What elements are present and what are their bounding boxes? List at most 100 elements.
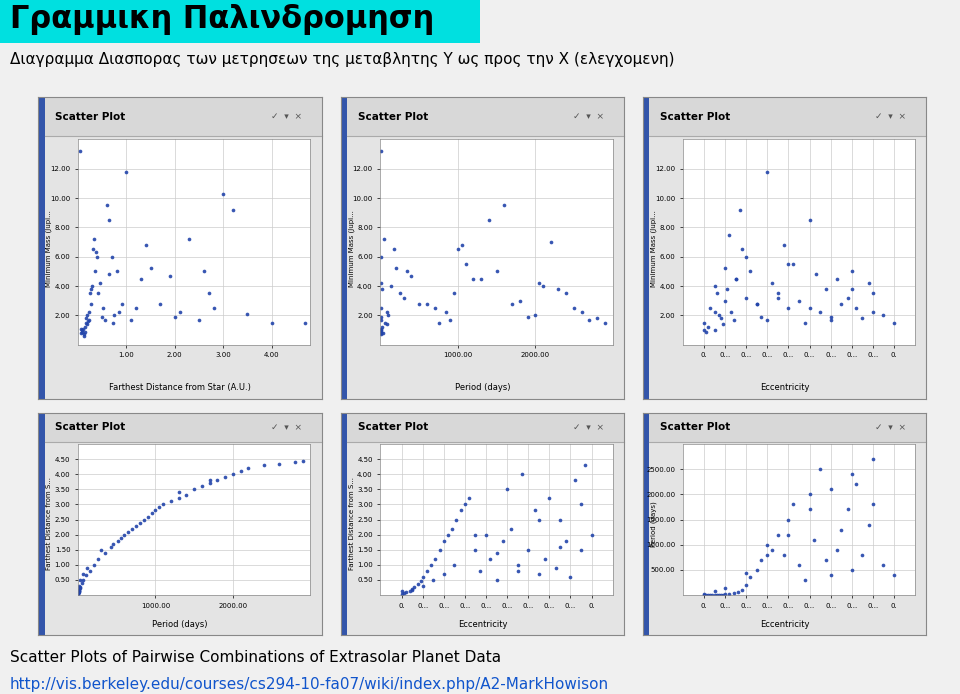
Point — [373, 329, 389, 340]
Point — [80, 562, 95, 573]
Point — [854, 313, 870, 324]
FancyBboxPatch shape — [0, 0, 480, 43]
Point — [402, 585, 418, 596]
Point — [129, 520, 144, 531]
Point — [715, 589, 731, 600]
Point — [708, 288, 724, 299]
Text: Period (days): Period (days) — [153, 620, 207, 629]
Point — [119, 166, 134, 177]
Point — [111, 307, 127, 318]
Point — [186, 484, 202, 495]
Point — [749, 298, 764, 310]
Point — [420, 298, 435, 310]
Point — [415, 571, 430, 582]
Point — [833, 524, 849, 535]
Point — [865, 288, 880, 299]
Point — [780, 514, 796, 525]
Point — [97, 314, 112, 325]
Point — [78, 570, 93, 581]
Point — [106, 538, 121, 549]
Point — [84, 244, 100, 255]
Point — [172, 307, 187, 318]
Text: Minimum Mass (Jupi...: Minimum Mass (Jupi... — [651, 210, 658, 287]
Point — [515, 468, 530, 480]
Point — [829, 544, 845, 555]
Point — [373, 251, 389, 262]
Point — [764, 278, 780, 289]
Point — [780, 529, 796, 540]
Text: Scatter Plot: Scatter Plot — [358, 423, 428, 432]
Point — [770, 288, 785, 299]
Point — [798, 575, 813, 586]
Point — [582, 314, 597, 325]
Point — [71, 586, 86, 598]
Point — [707, 589, 722, 600]
Point — [396, 587, 411, 598]
Point — [124, 314, 139, 325]
Point — [295, 455, 310, 466]
Point — [202, 475, 217, 486]
Point — [129, 303, 144, 314]
Point — [377, 317, 393, 328]
Point — [552, 514, 567, 525]
Point — [156, 499, 171, 510]
Point — [812, 464, 828, 475]
Point — [162, 270, 178, 281]
Point — [732, 204, 748, 215]
Point — [791, 295, 806, 306]
Point — [559, 288, 574, 299]
Point — [73, 146, 88, 157]
Point — [191, 314, 206, 325]
Point — [373, 325, 389, 336]
Point — [71, 588, 86, 599]
Point — [215, 188, 230, 199]
Point — [226, 204, 241, 215]
Point — [143, 263, 158, 274]
Point — [481, 214, 496, 226]
Point — [458, 258, 473, 269]
Point — [574, 307, 589, 318]
Point — [233, 466, 249, 477]
Point — [844, 468, 859, 480]
Point — [844, 564, 859, 575]
Point — [453, 505, 468, 516]
Text: Minimum Mass (Jupi...: Minimum Mass (Jupi... — [46, 210, 53, 287]
Point — [427, 553, 443, 564]
Point — [468, 544, 483, 555]
Point — [726, 587, 741, 598]
Bar — [347, 413, 624, 442]
Point — [520, 312, 536, 323]
Point — [844, 283, 859, 294]
Point — [743, 266, 758, 277]
Point — [406, 582, 421, 593]
Point — [106, 317, 121, 328]
Point — [71, 586, 86, 598]
Point — [209, 475, 225, 486]
Point — [711, 310, 727, 321]
Point — [701, 321, 716, 332]
Point — [98, 547, 113, 558]
Text: Scatter Plots of Pairwise Combinations of Extrasolar Planet Data: Scatter Plots of Pairwise Combinations o… — [10, 650, 501, 665]
Point — [100, 200, 115, 211]
Point — [373, 321, 389, 332]
Point — [436, 535, 451, 546]
Bar — [38, 97, 44, 399]
Point — [287, 457, 302, 468]
Point — [573, 499, 588, 510]
Text: Farthest Distance from S...: Farthest Distance from S... — [348, 477, 354, 570]
Point — [71, 588, 86, 599]
Point — [431, 317, 446, 328]
Point — [113, 532, 129, 543]
Point — [812, 307, 828, 318]
Point — [759, 314, 775, 325]
Point — [531, 514, 546, 525]
Point — [114, 298, 130, 310]
Point — [376, 234, 392, 245]
Point — [138, 239, 154, 251]
Point — [703, 303, 718, 314]
Point — [734, 244, 750, 255]
Point — [84, 283, 99, 294]
Point — [840, 504, 855, 515]
Point — [495, 535, 511, 546]
Point — [94, 312, 109, 323]
